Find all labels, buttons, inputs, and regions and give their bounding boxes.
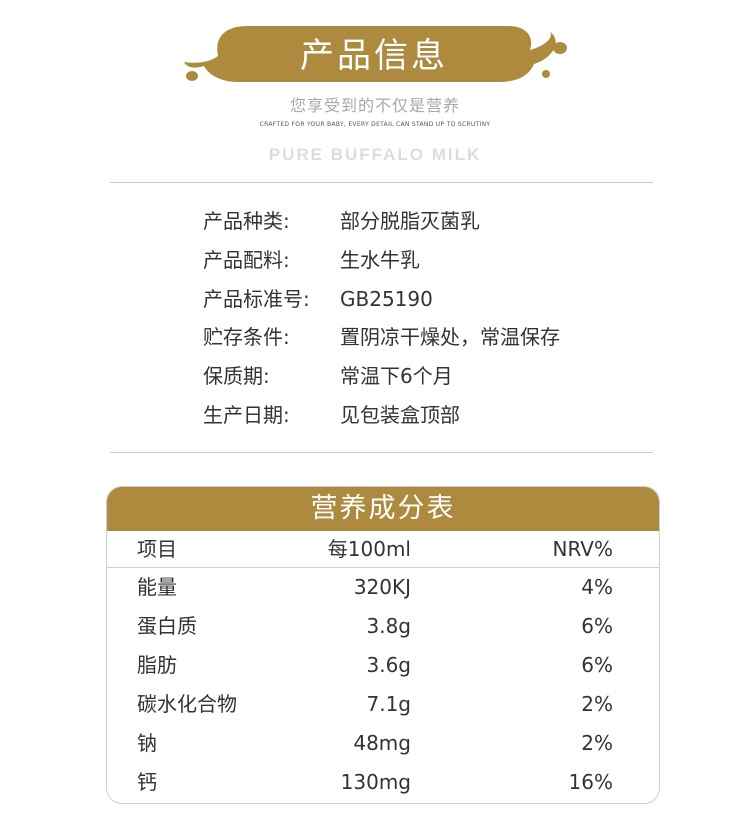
table-row: 蛋白质 3.8g 6% xyxy=(107,607,659,646)
tagline: CRAFTED FOR YOUR BABY, EVERY DETAIL CAN … xyxy=(259,121,491,128)
bottom-divider xyxy=(110,452,653,453)
top-divider xyxy=(110,182,653,183)
nutrient-name: 碳水化合物 xyxy=(137,692,237,716)
info-label: 产品配料: xyxy=(203,248,290,272)
table-row: 脂肪 3.6g 6% xyxy=(107,646,659,685)
info-label: 产品标准号: xyxy=(203,287,310,311)
page-title: 产品信息 xyxy=(300,36,448,76)
nutrition-table-title: 营养成分表 xyxy=(107,487,659,531)
nutrient-amount: 3.8g xyxy=(366,614,411,638)
info-value: 见包装盒顶部 xyxy=(340,403,460,427)
nutrient-name: 脂肪 xyxy=(137,653,177,677)
nutrient-amount: 320KJ xyxy=(353,575,411,599)
nutrient-nrv: 16% xyxy=(568,770,613,794)
nutrient-nrv: 6% xyxy=(581,614,613,638)
info-label: 保质期: xyxy=(203,364,270,388)
info-value: 部分脱脂灭菌乳 xyxy=(340,209,480,233)
table-row: 钠 48mg 2% xyxy=(107,724,659,763)
info-value: 置阴凉干燥处，常温保存 xyxy=(340,325,560,349)
info-value: 常温下6个月 xyxy=(340,364,453,388)
table-row: 能量 320KJ 4% xyxy=(107,568,659,607)
nutrient-amount: 48mg xyxy=(353,731,411,755)
nutrition-table: 营养成分表 项目 每100ml NRV% 能量 320KJ 4% 蛋白质 3.8… xyxy=(106,486,660,804)
column-header-nrv: NRV% xyxy=(552,537,613,561)
nutrient-nrv: 2% xyxy=(581,731,613,755)
nutrient-name: 能量 xyxy=(137,575,177,599)
column-header-per-100ml: 每100ml xyxy=(327,537,411,561)
nutrient-amount: 3.6g xyxy=(366,653,411,677)
column-header-item: 项目 xyxy=(137,537,177,561)
nutrition-column-headers: 项目 每100ml NRV% xyxy=(107,531,659,568)
nutrient-nrv: 4% xyxy=(581,575,613,599)
info-value: GB25190 xyxy=(340,287,433,311)
info-label: 产品种类: xyxy=(203,209,290,233)
info-label: 生产日期: xyxy=(203,403,290,427)
nutrient-amount: 7.1g xyxy=(366,692,411,716)
nutrient-name: 蛋白质 xyxy=(137,614,197,638)
info-value: 生水牛乳 xyxy=(340,248,420,272)
nutrient-name: 钠 xyxy=(137,731,157,755)
info-label: 贮存条件: xyxy=(203,325,290,349)
subtitle: 您享受到的不仅是营养 xyxy=(289,96,460,115)
nutrient-nrv: 2% xyxy=(581,692,613,716)
banner-shape xyxy=(184,26,567,82)
nutrient-nrv: 6% xyxy=(581,653,613,677)
table-row: 钙 130mg 16% xyxy=(107,763,659,802)
nutrient-name: 钙 xyxy=(137,770,157,794)
table-row: 碳水化合物 7.1g 2% xyxy=(107,685,659,724)
brand-line: PURE BUFFALO MILK xyxy=(268,145,482,164)
nutrient-amount: 130mg xyxy=(340,770,411,794)
title-banner: 产品信息 xyxy=(178,18,570,94)
